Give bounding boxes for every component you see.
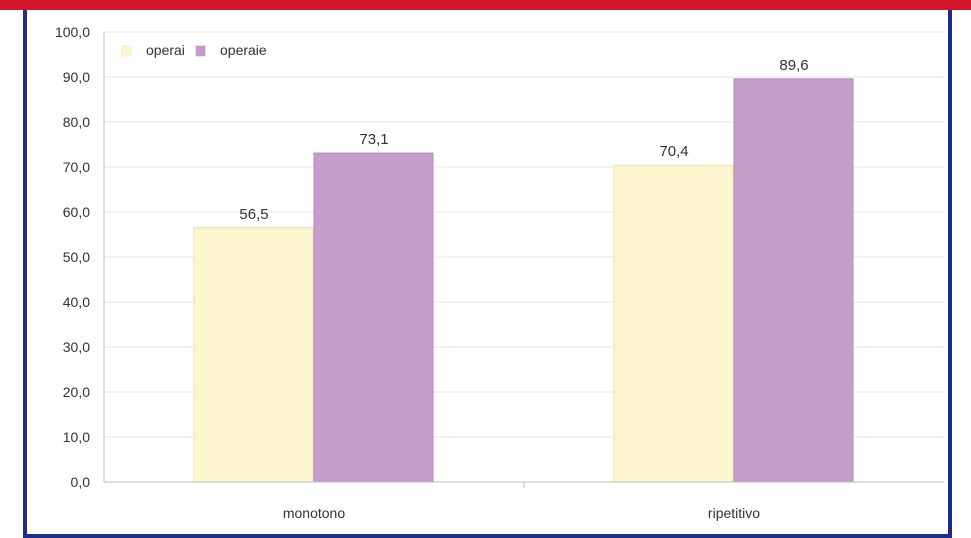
y-tick-label-2: 20,0 bbox=[63, 384, 90, 400]
legend: operai operaie bbox=[121, 42, 267, 58]
y-tick-label-6: 60,0 bbox=[63, 204, 90, 220]
y-tick-label-7: 70,0 bbox=[63, 159, 90, 175]
bar-operaie-ripetitivo bbox=[733, 78, 854, 483]
y-tick-label-8: 80,0 bbox=[63, 114, 90, 130]
x-category-label-1: ripetitivo bbox=[708, 505, 760, 521]
bar-operaie-monotono bbox=[313, 152, 434, 483]
axes bbox=[103, 32, 944, 488]
bar-operai-ripetitivo bbox=[613, 164, 734, 483]
y-tick-label-4: 40,0 bbox=[63, 294, 90, 310]
legend-label-operaie: operaie bbox=[220, 42, 267, 58]
data-label-operaie-monotono: 73,1 bbox=[359, 131, 388, 148]
y-tick-label-3: 30,0 bbox=[63, 339, 90, 355]
bars bbox=[193, 78, 854, 483]
data-label-operai-ripetitivo: 70,4 bbox=[659, 143, 688, 160]
y-tick-label-10: 100,0 bbox=[55, 24, 90, 40]
y-tick-label-1: 10,0 bbox=[63, 429, 90, 445]
top-red-bar bbox=[0, 0, 971, 10]
bar-operai-monotono bbox=[193, 227, 314, 483]
y-tick-label-5: 50,0 bbox=[63, 249, 90, 265]
legend-swatch-operaie bbox=[195, 45, 206, 57]
data-label-operaie-ripetitivo: 89,6 bbox=[779, 57, 808, 74]
x-category-label-0: monotono bbox=[283, 505, 345, 521]
labels: 0,0 10,0 20,0 30,0 40,0 50,0 60,0 70,0 80,0 90,0 1… bbox=[55, 24, 809, 521]
legend-label-operai: operai bbox=[146, 42, 185, 58]
y-tick-label-9: 90,0 bbox=[63, 69, 90, 85]
y-tick-label-0: 0,0 bbox=[71, 474, 91, 490]
legend-swatch-operai bbox=[121, 45, 132, 57]
data-label-operai-monotono: 56,5 bbox=[239, 206, 268, 223]
